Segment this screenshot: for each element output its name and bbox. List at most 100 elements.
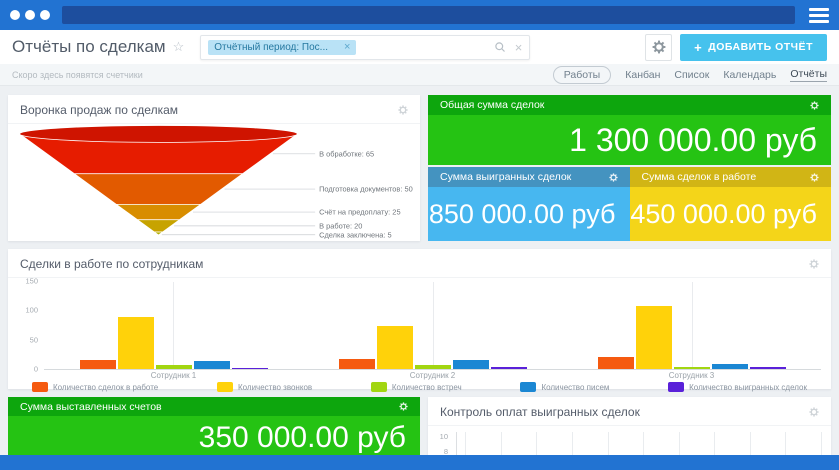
tile-title: Сумма сделок в работе <box>641 171 757 183</box>
browser-chrome <box>0 0 839 30</box>
funnel-card: Воронка продаж по сделкам В обработке: 6… <box>8 95 420 241</box>
bar[interactable] <box>193 361 230 369</box>
gear-icon[interactable] <box>809 259 819 269</box>
legend-item[interactable]: Количество встреч <box>370 382 462 392</box>
counters-hint: Скоро здесь появятся счетчики <box>12 69 143 80</box>
funnel-chart[interactable]: В обработке: 65 Подготовка документов: 50… <box>8 124 420 241</box>
filter-bar[interactable]: Отчётный период: Пос... × × <box>200 34 531 60</box>
bar[interactable] <box>597 357 634 369</box>
bar[interactable] <box>635 306 672 369</box>
tab-kanban[interactable]: Канбан <box>625 68 661 81</box>
bar-group <box>303 282 562 369</box>
funnel-stage-label: Подготовка документов: 50 <box>319 185 413 194</box>
browser-dots <box>10 10 50 20</box>
bar[interactable] <box>338 359 375 369</box>
search-icon[interactable] <box>494 41 506 53</box>
tile-won-deals[interactable]: Сумма выигранных сделок 850 000.00 руб <box>428 167 630 241</box>
legend-item[interactable]: Количество сделок в работе <box>32 382 158 392</box>
y-tick-label: 50 <box>29 335 38 345</box>
legend-label: Количество выигранных сделок <box>689 382 807 392</box>
bar[interactable] <box>711 363 748 369</box>
tile-value: 450 000.00 руб <box>629 187 831 241</box>
add-report-label: ДОБАВИТЬ ОТЧЁТ <box>708 41 813 53</box>
browser-bottom-bar <box>0 455 839 470</box>
y-tick-label: 8 <box>443 447 448 456</box>
bar[interactable] <box>117 317 154 369</box>
tab-raboty[interactable]: Работы <box>552 65 612 84</box>
legend-label: Количество писем <box>541 382 610 392</box>
browser-dot-icon[interactable] <box>10 10 20 20</box>
funnel-stage[interactable] <box>73 173 244 205</box>
filter-chip[interactable]: Отчётный период: Пос... × <box>208 39 357 55</box>
browser-dot-icon[interactable] <box>40 10 50 20</box>
bar[interactable] <box>231 367 268 369</box>
gridline <box>714 432 716 470</box>
y-tick-label: 150 <box>25 276 38 286</box>
browser-dot-icon[interactable] <box>25 10 35 20</box>
legend-swatch-icon <box>370 382 387 392</box>
bar[interactable] <box>490 367 527 369</box>
gear-icon <box>652 40 666 54</box>
favorite-star-icon[interactable]: ☆ <box>172 39 185 54</box>
bar[interactable] <box>673 367 710 369</box>
add-report-button[interactable]: + ДОБАВИТЬ ОТЧЁТ <box>680 33 827 61</box>
dashboard: Воронка продаж по сделкам В обработке: 6… <box>0 87 839 470</box>
employee-chart-card: Сделки в работе по сотрудникам 0 50 100 150… <box>8 249 831 392</box>
clear-filter-icon[interactable]: × <box>514 39 523 55</box>
payments-y-axis <box>456 432 457 470</box>
legend-swatch-icon <box>668 382 685 392</box>
chip-close-icon[interactable]: × <box>344 41 351 53</box>
gridline <box>821 432 822 470</box>
toolbar: Скоро здесь появятся счетчики Работы Канб… <box>0 64 839 86</box>
tab-spisok[interactable]: Список <box>674 68 710 81</box>
summary-tiles: Общая сумма сделок 1 300 000.00 руб Сумм… <box>428 95 831 241</box>
tile-value: 850 000.00 руб <box>428 187 630 241</box>
funnel-stage-label: Сделка заключена: 5 <box>319 230 392 239</box>
browser-menu-icon[interactable] <box>809 7 829 23</box>
bar[interactable] <box>749 367 786 369</box>
gear-icon[interactable] <box>810 100 819 110</box>
bar[interactable] <box>376 326 413 369</box>
gridline <box>749 432 751 470</box>
legend-label: Количество сделок в работе <box>53 382 159 392</box>
gridline <box>678 432 680 470</box>
employee-card-title: Сделки в работе по сотрудникам <box>20 257 204 271</box>
legend-item[interactable]: Количество звонков <box>216 382 312 392</box>
legend-swatch-icon <box>520 382 537 392</box>
bar-chart-plot: 0 50 100 150 <box>25 277 821 374</box>
gear-icon[interactable] <box>398 105 408 115</box>
gridline <box>785 432 787 470</box>
gear-icon[interactable] <box>608 172 618 182</box>
gridline <box>536 432 538 470</box>
bar[interactable] <box>79 360 116 369</box>
bar-chart-categories: Сотрудник 1 Сотрудник 2 Сотрудник 3 <box>44 371 821 380</box>
category-label: Сотрудник 1 <box>150 371 197 380</box>
bar[interactable] <box>155 364 192 369</box>
address-bar[interactable] <box>62 6 795 24</box>
bar[interactable] <box>414 364 451 369</box>
tile-title: Сумма выставленных счетов <box>20 400 162 413</box>
gear-icon[interactable] <box>810 172 819 182</box>
tile-title: Общая сумма сделок <box>440 99 545 111</box>
funnel-stage-label: В обработке: 65 <box>319 149 374 158</box>
legend-item[interactable]: Количество выигранных сделок <box>668 382 807 392</box>
legend-item[interactable]: Количество писем <box>520 382 609 392</box>
tile-total-deals[interactable]: Общая сумма сделок 1 300 000.00 руб <box>428 95 831 165</box>
gear-icon[interactable] <box>399 402 408 411</box>
funnel-stage[interactable] <box>115 204 202 221</box>
filter-chip-label: Отчётный период: Пос... <box>214 41 329 53</box>
bar-chart-legend: Количество сделок в работе Количество зво… <box>8 380 831 396</box>
gear-icon[interactable] <box>809 407 819 417</box>
report-settings-button[interactable] <box>645 33 673 61</box>
legend-label: Количество встреч <box>391 382 462 392</box>
bar[interactable] <box>452 359 489 369</box>
bar-group <box>44 282 303 369</box>
funnel-stage[interactable] <box>153 231 164 236</box>
tab-kalendar[interactable]: Календарь <box>723 68 777 81</box>
tab-otchety[interactable]: Отчёты <box>790 67 827 82</box>
funnel-stage[interactable] <box>136 219 181 233</box>
tile-deals-in-work[interactable]: Сумма сделок в работе 450 000.00 руб <box>629 167 831 241</box>
bar-chart-groups <box>44 282 821 369</box>
gridline <box>465 432 467 470</box>
